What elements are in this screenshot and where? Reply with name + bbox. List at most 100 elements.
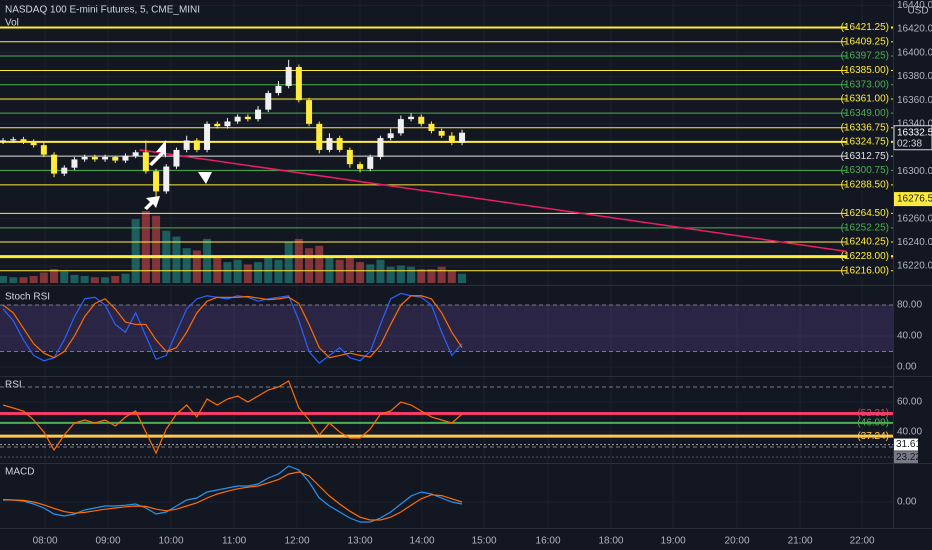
candle-body: [428, 123, 435, 131]
volume-bar: [274, 259, 283, 283]
level-label: (16252.25): [841, 222, 889, 233]
level-label: (16361.00): [841, 94, 889, 105]
volume-bar: [19, 277, 28, 283]
candle-body: [255, 109, 262, 120]
x-tick-label: 09:00: [96, 536, 121, 547]
x-tick-label: 21:00: [788, 536, 813, 547]
level-label-bg: [847, 107, 891, 120]
candle-body: [357, 164, 364, 169]
rsi-level-label: (46.09): [857, 418, 889, 429]
level-label-bg: [847, 236, 891, 249]
level-label-bg: [847, 264, 891, 277]
level-label: (16312.75): [841, 151, 889, 162]
level-label: (16300.75): [841, 165, 889, 176]
y-tick-label: 16440.00: [897, 0, 932, 11]
level-label-bg: [847, 178, 891, 191]
candle-body: [408, 116, 415, 120]
volume-bar: [254, 262, 263, 283]
level-label: (16288.50): [841, 180, 889, 191]
volume-bar: [182, 248, 191, 283]
level-label: (16397.25): [841, 51, 889, 62]
candle-body: [112, 157, 119, 161]
countdown-label: 02:38: [897, 138, 922, 149]
volume-bar: [345, 255, 354, 283]
level-label: (16409.25): [841, 36, 889, 47]
level-label: (16240.25): [841, 237, 889, 248]
volume-bar: [50, 269, 59, 283]
volume-bar: [223, 262, 232, 283]
candle-body: [81, 157, 88, 160]
volume-bar: [152, 215, 161, 283]
candle-body: [132, 152, 139, 156]
candle-body: [448, 135, 455, 143]
candle-body: [459, 132, 466, 143]
volume-bar: [172, 236, 181, 283]
rsi-level-label: (37.24): [857, 431, 889, 442]
pane-title: MACD: [5, 467, 34, 478]
y-tick-label: 16240.00: [897, 237, 932, 248]
y-tick-label: 16420.00: [897, 24, 932, 35]
volume-bar: [366, 264, 375, 283]
volume-bar: [101, 277, 110, 283]
volume-bar: [60, 271, 69, 283]
plot: (16421.25) (16409.25) (16397.25) (16385.00)…: [0, 21, 894, 523]
x-tick-label: 18:00: [598, 536, 623, 547]
candle-body: [51, 154, 58, 174]
candle-body: [346, 149, 353, 165]
volume-bar: [9, 277, 18, 283]
volume-bar: [407, 266, 416, 283]
y-tick-label: 80.00: [897, 300, 922, 311]
volume-bar: [39, 272, 48, 283]
chart-title: NASDAQ 100 E-mini Futures, 5, CME_MINI: [5, 5, 200, 16]
volume-bar: [264, 257, 273, 283]
rsi-line: [2, 380, 463, 455]
candle-body: [20, 139, 27, 142]
candle-body: [285, 66, 292, 86]
currency-label: USD: [907, 6, 928, 17]
volume-bar: [203, 238, 212, 283]
volume-bar: [131, 219, 140, 283]
candle-body: [61, 167, 68, 174]
level-label: (16385.00): [841, 65, 889, 76]
candle-body: [10, 139, 17, 141]
x-tick-label: 13:00: [348, 536, 373, 547]
annotation-arrow: [144, 196, 160, 210]
annotation-arrow: [198, 172, 212, 184]
volume-bar: [396, 265, 405, 283]
level-label-bg: [847, 49, 891, 62]
candle-body: [336, 138, 343, 150]
level-label-bg: [847, 21, 891, 34]
level-label-bg: [847, 164, 891, 177]
y-tick-label: 40.00: [897, 427, 922, 438]
candle-body: [387, 133, 394, 139]
volume-bar: [386, 266, 395, 283]
volume-bar: [356, 262, 365, 283]
candle-body: [193, 140, 200, 150]
x-tick-label: 11:00: [222, 536, 247, 547]
candle-body: [142, 152, 149, 172]
x-tick-label: 20:00: [725, 536, 750, 547]
candle-body: [397, 119, 404, 134]
level-label: (16336.75): [841, 122, 889, 133]
macd-line: [3, 465, 463, 523]
candle-body: [30, 141, 37, 146]
candle-body: [224, 121, 231, 127]
volume-bar: [0, 276, 8, 283]
x-tick-label: 08:00: [33, 536, 58, 547]
annotation-arrow: [149, 140, 166, 166]
candle-body: [377, 138, 384, 158]
axis: 08:00 09:00 10:00 11:00 12:00 13:00 14:00 15:00…: [33, 0, 932, 547]
level-label-bg: [847, 221, 891, 234]
volume-bar: [90, 277, 99, 283]
y-tick-label: 16400.00: [897, 47, 932, 58]
volume-bar: [305, 248, 314, 283]
volume-bar: [458, 273, 467, 283]
level-label-bg: [847, 135, 891, 148]
volume-bar: [325, 257, 334, 283]
y-tick-label: 60.00: [897, 397, 922, 408]
y-tick-label: 16220.00: [897, 261, 932, 272]
rsi-level-label: (52.31): [857, 408, 889, 419]
level-label: (16324.75): [841, 137, 889, 148]
level-label-bg: [847, 250, 891, 263]
